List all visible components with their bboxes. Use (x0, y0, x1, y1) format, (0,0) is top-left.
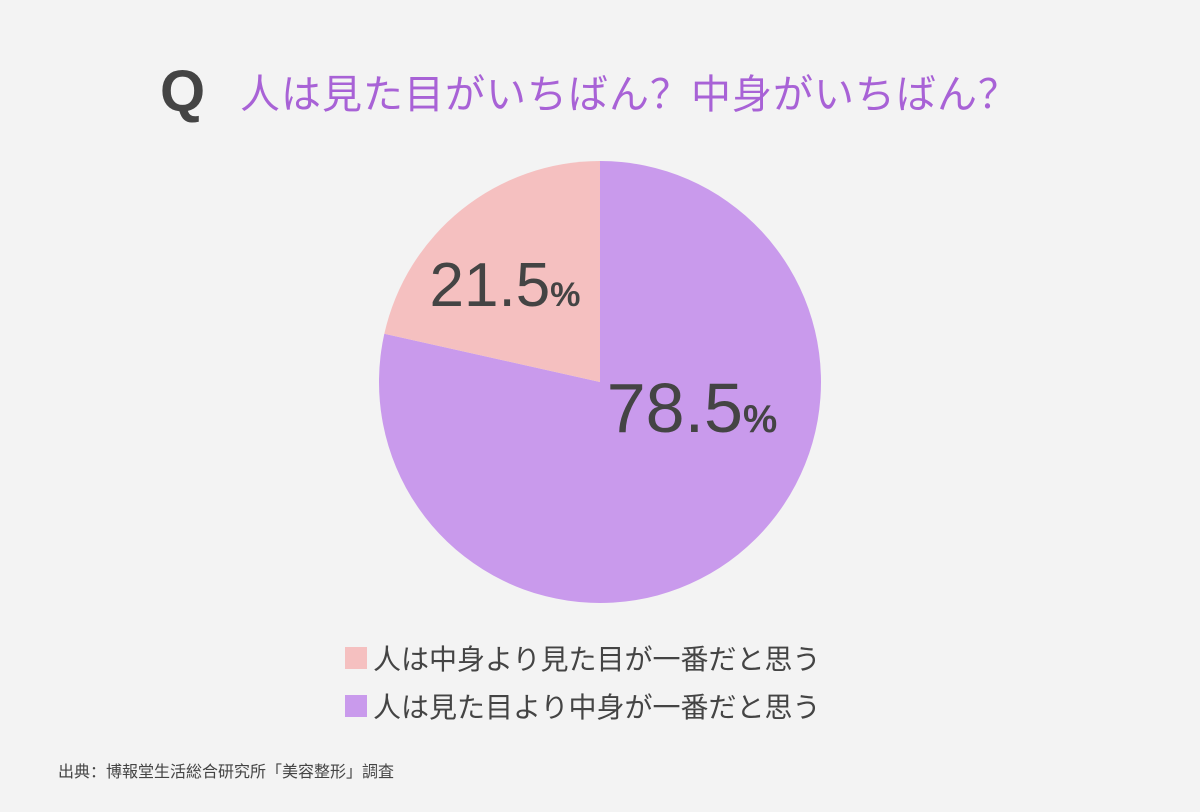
pie-slice (379, 161, 821, 604)
legend-item-inner: 人は見た目より中身が一番だと思う (345, 686, 820, 726)
q-label: Q (160, 59, 206, 124)
legend-label: 人は見た目より中身が一番だと思う (373, 691, 821, 724)
source-note: 出典：博報堂生活総合研究所「美容整形」調査 (58, 762, 395, 781)
pie-slice (384, 161, 600, 382)
legend-item-appearance: 人は中身より見た目が一番だと思う (345, 638, 820, 678)
slice-data-label: 78.5% (607, 369, 777, 447)
legend-label: 人は中身より見た目が一番だと思う (373, 643, 821, 676)
legend-swatch (345, 647, 367, 669)
legend-swatch (345, 695, 367, 717)
chart-title: 人は見た目がいちばん？中身がいちばん？ (240, 72, 1019, 118)
